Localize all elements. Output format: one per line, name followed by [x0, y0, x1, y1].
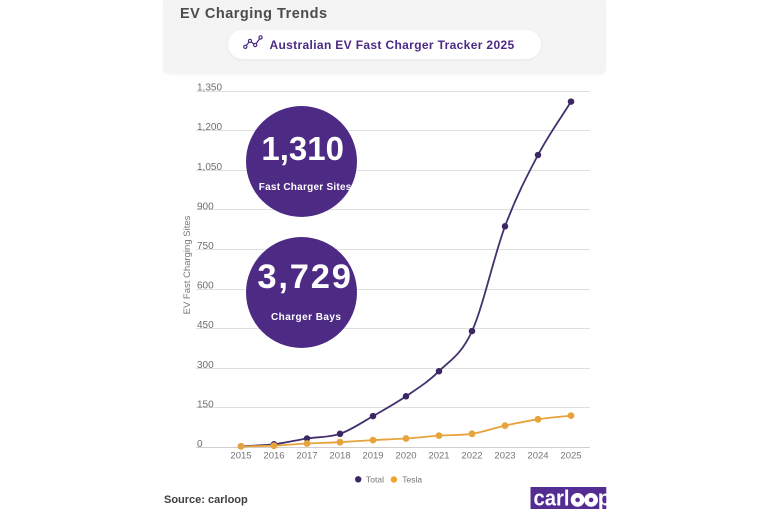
- svg-text:2016: 2016: [263, 451, 284, 462]
- svg-text:2022: 2022: [461, 451, 482, 462]
- svg-text:150: 150: [197, 399, 214, 410]
- svg-text:2024: 2024: [527, 451, 548, 462]
- svg-text:900: 900: [197, 201, 214, 212]
- svg-text:2020: 2020: [395, 451, 416, 462]
- svg-text:1,350: 1,350: [197, 83, 222, 94]
- svg-text:p: p: [598, 485, 611, 510]
- svg-text:300: 300: [197, 360, 214, 371]
- svg-text:1,050: 1,050: [197, 162, 222, 173]
- svg-text:2017: 2017: [296, 451, 317, 462]
- svg-text:carl: carl: [534, 485, 570, 510]
- svg-text:0: 0: [197, 439, 203, 450]
- svg-text:1,200: 1,200: [197, 122, 222, 133]
- svg-text:2025: 2025: [560, 451, 581, 462]
- svg-text:600: 600: [197, 281, 214, 292]
- svg-text:2023: 2023: [494, 451, 515, 462]
- svg-text:2021: 2021: [428, 451, 449, 462]
- svg-text:EV Fast Charging Sites: EV Fast Charging Sites: [182, 215, 193, 314]
- svg-text:2019: 2019: [362, 451, 383, 462]
- svg-text:Tesla: Tesla: [402, 475, 422, 485]
- svg-text:750: 750: [197, 241, 214, 252]
- svg-text:2015: 2015: [230, 451, 251, 462]
- svg-text:2018: 2018: [329, 451, 350, 462]
- svg-text:Total: Total: [366, 475, 384, 485]
- svg-text:450: 450: [197, 320, 214, 331]
